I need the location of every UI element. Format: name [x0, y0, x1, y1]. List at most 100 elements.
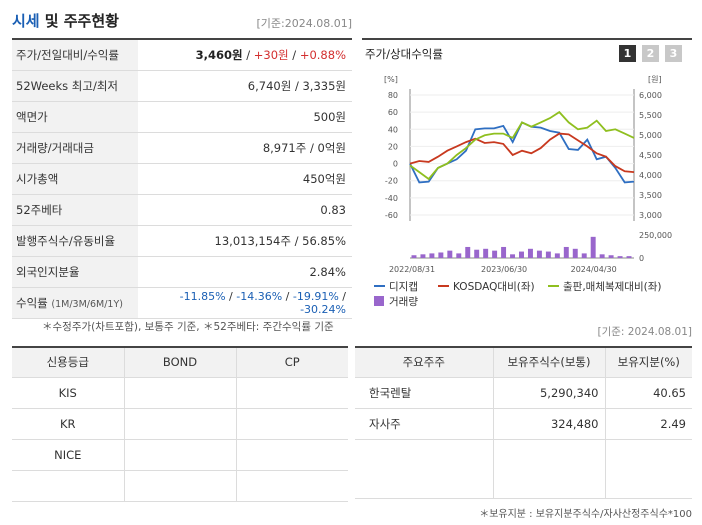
volume-bar: [617, 256, 623, 258]
agency-name: KIS: [12, 377, 124, 409]
table-row: 거래량/거래대금 8,971주 / 0억원: [12, 132, 352, 164]
agency-name: [12, 470, 124, 502]
info-label: 액면가: [12, 101, 138, 133]
volume-bar: [572, 248, 578, 258]
left-tick-label: 80: [388, 91, 398, 100]
table-row: 외국인지분율 2.84%: [12, 256, 352, 288]
agency-name: KR: [12, 408, 124, 440]
chart-tab-3[interactable]: 3: [665, 45, 682, 62]
info-label: 거래량/거래대금: [12, 132, 138, 164]
separator: /: [242, 47, 254, 62]
volume-bar: [456, 253, 462, 258]
series-line: [409, 110, 635, 181]
volume-bar: [608, 255, 614, 258]
table-row: 한국렌탈 5,290,340 40.65: [355, 377, 692, 409]
right-tick-label: 4,000: [639, 171, 662, 180]
holder-percent: 40.65: [604, 377, 692, 409]
cp-rating: [235, 408, 348, 440]
info-value: 2.84%: [138, 256, 352, 288]
volume-bar: [483, 248, 489, 258]
volume-tick-label: 0: [639, 254, 644, 263]
section-header: 시세 및 주주현황 [기준:2024.08.01]: [12, 10, 352, 32]
series-line: [409, 132, 635, 173]
info-label: 52Weeks 최고/최저: [12, 70, 138, 102]
legend-label: 출판,매체복제대비(좌): [563, 281, 661, 293]
section-title-sub: 및 주주현황: [44, 12, 119, 30]
separator: /: [288, 47, 300, 62]
table-row: 52Weeks 최고/최저 6,740원 / 3,335원: [12, 70, 352, 102]
legend-label: 거래량: [389, 296, 418, 308]
chart-tab-1[interactable]: 1: [619, 45, 636, 62]
cp-rating: [235, 377, 348, 409]
info-value: 6,740원 / 3,335원: [138, 70, 352, 102]
info-value: 8,971주 / 0억원: [138, 132, 352, 164]
left-tick-label: -40: [385, 194, 398, 203]
chart-panel: 주가/상대수익률 1 2 3 [%] [원] 80 60 40 20 0 -20 -40 -60 6…: [362, 38, 692, 314]
current-price: 3,460원: [195, 47, 243, 62]
reference-date-2: [기준: 2024.08.01]: [597, 326, 692, 338]
holder-name: 자사주: [355, 408, 493, 440]
volume-bar: [581, 253, 587, 258]
volume-bar: [563, 246, 569, 258]
volume-bar: [438, 252, 444, 258]
table-header-row: 주요주주 보유주식수(보통) 보유지분(%): [355, 347, 692, 378]
volume-bar: [554, 253, 560, 258]
column-header: 보유주식수(보통): [492, 347, 605, 378]
volume-bar: [492, 250, 498, 258]
table-row: 액면가 500원: [12, 101, 352, 133]
legend-label: KOSDAQ대비(좌): [453, 281, 535, 293]
reference-date: [기준:2024.08.01]: [256, 17, 352, 30]
volume-bar: [536, 250, 542, 258]
returns-periods: (1M/3M/6M/1Y): [51, 298, 123, 310]
volume-bar: [447, 250, 453, 258]
cp-rating: [235, 439, 348, 471]
info-value: 450억원: [138, 163, 352, 195]
column-header: CP: [235, 347, 348, 378]
table-row: 자사주 324,480 2.49: [355, 408, 692, 440]
major-shareholders-table: 주요주주 보유주식수(보통) 보유지분(%) 한국렌탈 5,290,340 40…: [355, 346, 692, 499]
bond-rating: [123, 470, 236, 502]
price-change: +30원: [253, 47, 289, 62]
volume-tick-label: 250,000: [639, 231, 672, 240]
table-row: 52주베타 0.83: [12, 194, 352, 226]
info-label: 수익률 (1M/3M/6M/1Y): [12, 287, 138, 319]
return-3m: -14.36%: [236, 289, 283, 303]
bond-rating: [123, 439, 236, 471]
column-header: 보유지분(%): [604, 347, 692, 378]
left-tick-label: -20: [385, 177, 398, 186]
info-value: -11.85% / -14.36% / -19.91% / -30.24%: [138, 287, 352, 319]
left-tick-label: 0: [393, 160, 398, 169]
right-tick-label: 5,000: [639, 131, 662, 140]
x-tick-label: 2023/06/30: [481, 265, 527, 274]
price-chart: [%] [원] 80 60 40 20 0 -20 -40 -60 6,000 5,500 5,000 4…: [374, 75, 672, 308]
chart-tab-2[interactable]: 2: [642, 45, 659, 62]
holder-shares: 5,290,340: [492, 377, 605, 409]
footnote-chart: ＊수정주가(차트포함), 보통주 기준, ＊52주베타: 주간수익률 기준: [42, 321, 334, 333]
info-label: 시가총액: [12, 163, 138, 195]
left-tick-label: 20: [388, 142, 398, 151]
info-label: 외국인지분율: [12, 256, 138, 288]
table-row: 시가총액 450억원: [12, 163, 352, 195]
column-header: 주요주주: [355, 347, 493, 378]
info-label: 주가/전일대비/수익률: [12, 39, 138, 71]
table-row: NICE: [12, 439, 348, 471]
legend-label: 디지캡: [389, 281, 418, 293]
right-tick-label: 3,000: [639, 211, 662, 220]
bond-rating: [123, 408, 236, 440]
volume-bar: [519, 251, 524, 258]
return-1m: -11.85%: [179, 289, 226, 303]
section-title-main: 시세: [12, 12, 40, 30]
volume-bar: [510, 254, 516, 258]
chart-title: 주가/상대수익률: [365, 47, 443, 61]
left-tick-label: 40: [388, 125, 398, 134]
footnote-holders: ＊보유지분 : 보유지분주식수/자사산정주식수*100: [479, 509, 692, 520]
right-tick-label: 4,500: [639, 151, 662, 160]
return-1y: -30.24%: [300, 302, 346, 316]
cp-rating: [235, 470, 348, 502]
holder-shares: 324,480: [492, 408, 605, 440]
volume-bar: [626, 256, 632, 258]
volume-bar: [420, 254, 426, 258]
column-header: 신용등급: [12, 347, 124, 378]
chart-tabs: 1 2 3: [619, 45, 682, 62]
table-row: KR: [12, 408, 348, 440]
